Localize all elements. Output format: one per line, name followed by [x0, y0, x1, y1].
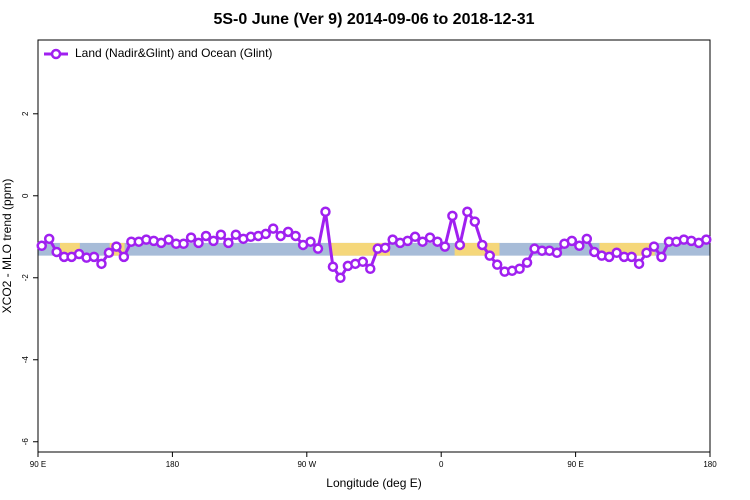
point [357, 256, 369, 268]
point [88, 251, 100, 263]
point [312, 243, 324, 254]
y-axis-label: XCO2 - MLO trend (ppm) [0, 179, 14, 314]
point [648, 241, 660, 252]
point [320, 206, 331, 218]
x-tick-label: 90 E [30, 460, 46, 469]
point [469, 216, 481, 227]
point [267, 223, 279, 234]
point [611, 247, 622, 259]
y-tick-label: -6 [21, 438, 30, 446]
point [566, 235, 578, 247]
point [260, 228, 271, 240]
point [96, 258, 107, 270]
point [439, 241, 451, 252]
x-tick-label: 90 W [297, 460, 316, 469]
point [282, 226, 294, 238]
point [103, 247, 115, 259]
x-axis-label: Longitude (deg E) [326, 476, 421, 490]
point [208, 235, 219, 247]
point [409, 231, 421, 243]
point [656, 251, 667, 263]
point [491, 259, 503, 270]
point [118, 251, 130, 263]
legend-marker [50, 48, 62, 60]
legend-label: Land (Nadir&Glint) and Ocean (Glint) [75, 46, 272, 60]
point [193, 237, 204, 249]
point [43, 233, 55, 245]
point [230, 229, 242, 240]
point [603, 251, 615, 263]
x-tick-label: 90 E [567, 460, 583, 469]
point [462, 206, 473, 218]
point [701, 234, 712, 245]
y-tick-label: -4 [21, 356, 30, 364]
point [327, 261, 339, 272]
x-tick-label: 0 [439, 460, 444, 469]
point [163, 234, 174, 245]
x-tick-label: 180 [166, 460, 180, 469]
y-tick-label: 2 [21, 111, 30, 116]
point [424, 232, 436, 243]
point [111, 241, 122, 252]
point [626, 251, 637, 263]
point [365, 263, 376, 275]
point [514, 263, 525, 275]
point [379, 242, 391, 254]
point [574, 240, 585, 252]
y-tick-label: -2 [21, 274, 30, 282]
point [178, 238, 189, 249]
point [551, 247, 563, 259]
point [335, 272, 346, 284]
point [521, 257, 533, 268]
point [641, 247, 652, 259]
x-tick-label: 180 [703, 460, 717, 469]
point [51, 246, 62, 258]
y-tick-label: 0 [21, 193, 30, 198]
point [185, 232, 197, 243]
point [633, 258, 645, 270]
point [447, 210, 458, 222]
point [581, 233, 593, 245]
chart-title: 5S-0 June (Ver 9) 2014-09-06 to 2018-12-… [213, 11, 534, 28]
point [200, 230, 212, 242]
point [275, 230, 286, 242]
point [223, 237, 234, 249]
point [215, 229, 227, 240]
point [484, 250, 495, 261]
point [432, 236, 443, 247]
point [402, 235, 413, 247]
point [36, 240, 47, 252]
point [290, 230, 301, 242]
point [477, 239, 488, 251]
point [305, 236, 316, 247]
point [417, 236, 428, 247]
point [454, 239, 466, 251]
